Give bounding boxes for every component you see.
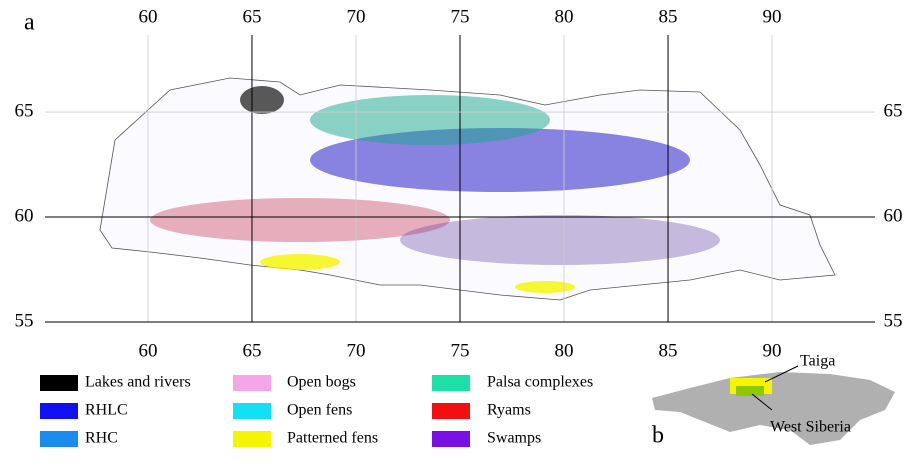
lon-label-bottom: 60 [138,340,157,361]
legend-swatch [432,375,470,391]
lat-label-left: 55 [15,310,34,331]
lat-label-right: 65 [884,100,903,121]
legend-label: Patterned fens [287,430,378,447]
lon-label-bottom: 75 [451,340,470,361]
lon-label-top: 75 [451,6,470,27]
mixed-zone [400,215,720,265]
legend-swatch [40,431,78,447]
legend: Lakes and rivers RHLC RHC Open bogs Open fen… [40,374,593,447]
lon-label-top: 85 [659,6,678,27]
legend-label: Open bogs [287,374,356,391]
panel-label: a [24,10,35,36]
lon-label-top: 90 [763,6,782,27]
lon-label-top: 65 [242,6,261,27]
lon-label-bottom: 80 [555,340,574,361]
inset-label: Taiga [800,353,835,370]
legend-swatch [233,403,271,419]
lon-label-bottom: 85 [659,340,678,361]
legend-label: RHC [85,430,118,447]
legend-label: Ryams [487,402,531,419]
lon-label-bottom: 70 [346,340,365,361]
legend-label: Lakes and rivers [85,374,191,391]
lake-patch [240,86,284,114]
lon-label-bottom: 65 [242,340,261,361]
legend-label: Palsa complexes [487,374,593,391]
legend-label: Open fens [287,402,352,419]
lat-label-left: 60 [15,205,34,226]
lat-label-right: 60 [884,205,903,226]
legend-swatch [40,403,78,419]
map-land [100,78,835,300]
figure: a Lakes and rivers RHLC RHC Open bogs Open f… [0,0,912,461]
legend-label: RHLC [85,402,128,419]
lon-label-top: 60 [138,6,157,27]
legend-swatch [233,431,271,447]
legend-swatch [40,375,78,391]
lon-label-top: 70 [346,6,365,27]
legend-swatch [432,431,470,447]
inset-map: Taiga West Siberia b [652,353,895,449]
lon-label-bottom: 90 [763,340,782,361]
legend-swatch [432,403,470,419]
lon-label-top: 80 [555,6,574,27]
legend-label: Swamps [487,430,541,447]
fens-patch [260,254,340,270]
lat-label-left: 65 [15,100,34,121]
fens-patch [515,281,575,293]
legend-swatch [233,375,271,391]
lat-label-right: 55 [884,310,903,331]
inset-label: West Siberia [770,419,851,436]
panel-label: b [652,423,664,449]
inset-west-siberia [736,386,764,396]
palsa-zone [310,95,550,145]
